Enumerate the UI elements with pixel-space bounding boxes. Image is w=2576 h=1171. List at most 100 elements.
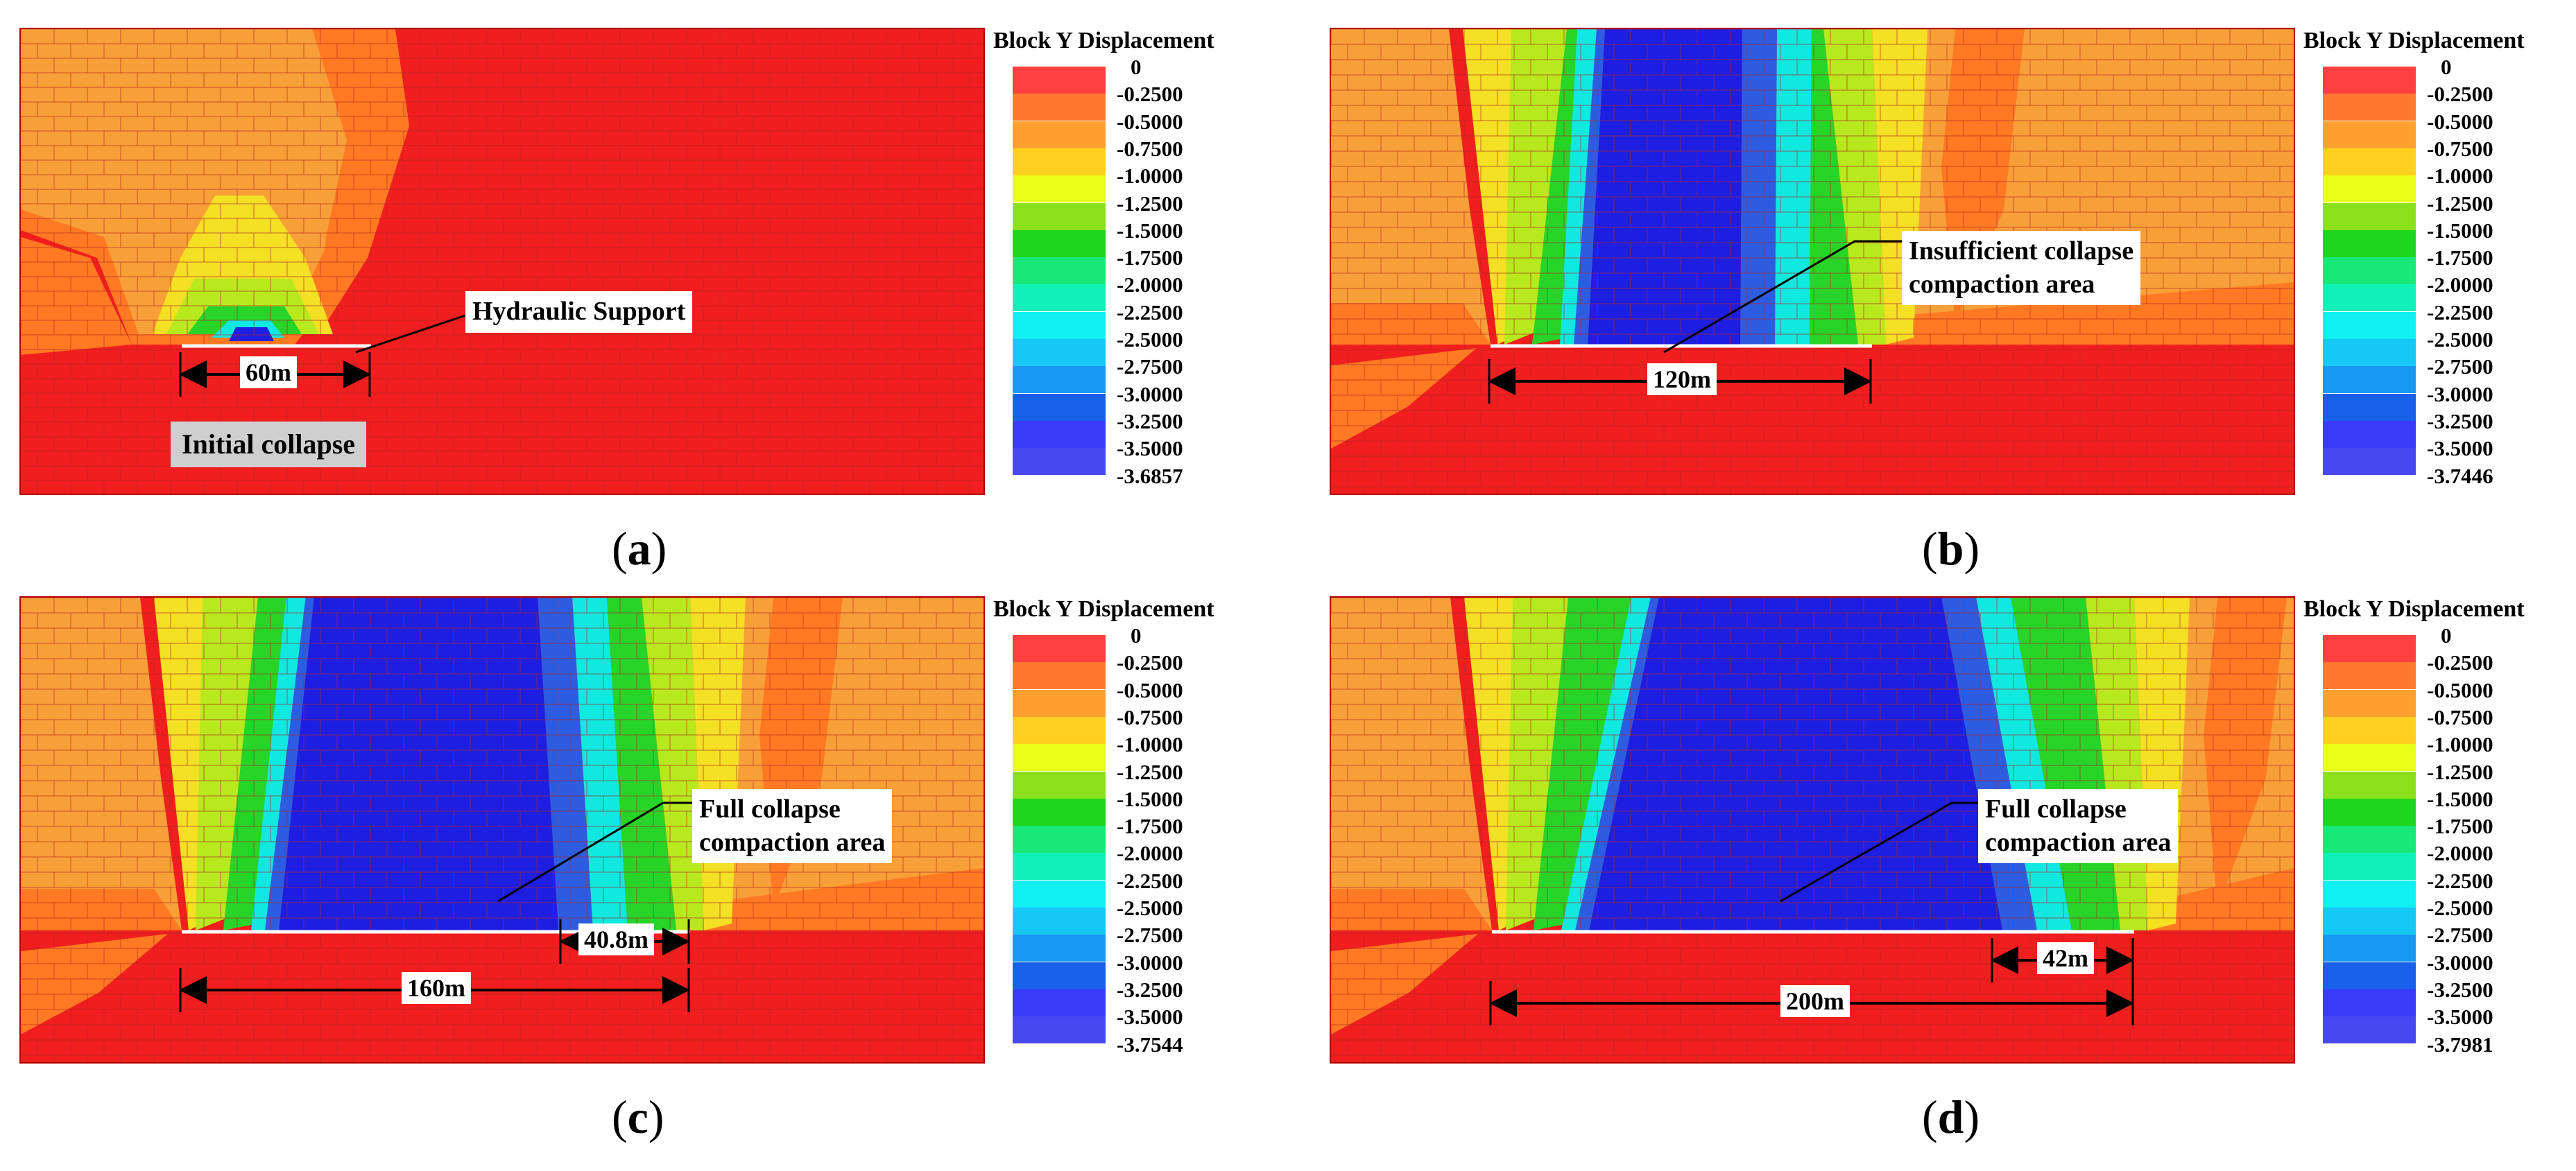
block-grid — [21, 29, 984, 494]
blue-zone — [1588, 29, 1742, 345]
legend-label: -0.2500 — [1117, 82, 1183, 107]
legend-swatch — [1013, 908, 1106, 935]
legend-swatch — [2323, 202, 2416, 230]
legend-swatch — [2323, 853, 2416, 881]
panel-a: Hydraulic Support Initial collapse 60m Bloc… — [0, 0, 1266, 575]
legend-swatch — [1013, 257, 1106, 285]
legend-label: -2.2500 — [2427, 868, 2493, 893]
legend-swatch — [2323, 771, 2416, 799]
legend-label: -1.7500 — [2427, 245, 2493, 270]
lime-zone — [196, 598, 258, 930]
legend-swatch — [2323, 826, 2416, 853]
legend-swatch — [1013, 798, 1106, 826]
legend-label: -1.2500 — [2427, 191, 2493, 216]
legend-label: -1.0000 — [2427, 164, 2493, 189]
legend-label: -0.2500 — [2427, 82, 2493, 107]
legend-label: -1.2500 — [1117, 759, 1183, 784]
legend-swatch — [1013, 94, 1106, 121]
legend-label: -2.0000 — [2427, 841, 2493, 866]
legend-label: 0 — [2441, 623, 2452, 648]
legend-swatch — [1013, 635, 1106, 662]
legend-label: -2.7500 — [2427, 923, 2493, 948]
legend-label: -2.2500 — [1117, 868, 1183, 893]
legend-label: -3.0000 — [1117, 950, 1183, 975]
partial-span-label: 42m — [2037, 942, 2094, 974]
orange-zone — [21, 598, 182, 951]
legend-label: -2.7500 — [1117, 923, 1183, 948]
legend-swatch — [1013, 366, 1106, 394]
panel-d: Full collapse compaction area 200m 42m Bloc… — [1310, 569, 2576, 1143]
legend-swatch — [2323, 1016, 2416, 1044]
stable-zone — [21, 930, 984, 1062]
legend-label: -3.0000 — [2427, 381, 2493, 406]
legend-label: -2.7500 — [1117, 354, 1183, 379]
legend-label: -0.7500 — [1117, 704, 1183, 729]
legend-swatch — [2323, 716, 2416, 744]
steel-zone — [1575, 598, 1659, 930]
legend-swatch — [1013, 962, 1106, 989]
legend-label: -3.6857 — [1117, 463, 1183, 488]
legend-label: -1.2500 — [1117, 191, 1183, 216]
panel-caption: (b) — [1922, 522, 1980, 575]
legend-swatch — [2323, 962, 2416, 989]
legend-label: -1.7500 — [1117, 245, 1183, 270]
legend-swatch — [1013, 175, 1106, 203]
blue-zone — [279, 598, 558, 930]
legend-title: Block Y Displacement — [993, 596, 1214, 622]
legend-label: -3.2500 — [1117, 408, 1183, 433]
legend-swatch — [2323, 67, 2416, 94]
legend-swatch — [1013, 853, 1106, 881]
legend-swatch — [1013, 880, 1106, 908]
legend-label: -0.5000 — [2427, 677, 2493, 702]
legend-swatch — [2323, 420, 2416, 448]
legend-swatch — [2323, 94, 2416, 121]
legend-swatch — [1013, 716, 1106, 744]
legend-label: -0.2500 — [2427, 650, 2493, 675]
legend-label: -2.7500 — [2427, 354, 2493, 379]
goaf-span-label: 60m — [240, 356, 297, 388]
legend-swatch — [2323, 366, 2416, 394]
legend-label: -2.0000 — [1117, 272, 1183, 297]
legend-label: -1.0000 — [2427, 732, 2493, 757]
legend-label: -1.5000 — [1117, 786, 1183, 811]
legend-swatch — [2323, 689, 2416, 717]
blue-zone — [1589, 598, 2002, 930]
legend-label: -3.5000 — [1117, 1005, 1183, 1030]
green-zone — [1534, 598, 1631, 930]
legend-label: -3.0000 — [1117, 381, 1183, 406]
legend-swatch — [1013, 771, 1106, 799]
legend-label: -3.2500 — [2427, 977, 2493, 1002]
panel-caption: (a) — [612, 522, 667, 575]
legend-label: -2.0000 — [2427, 272, 2493, 297]
legend-label: -0.5000 — [1117, 677, 1183, 702]
legend-label: -3.2500 — [2427, 408, 2493, 433]
legend-swatch — [2323, 393, 2416, 421]
lime-zone — [1504, 29, 1567, 345]
legend-swatch — [2323, 744, 2416, 772]
legend-label: -2.0000 — [1117, 841, 1183, 866]
legend-label: -3.5000 — [2427, 1005, 2493, 1030]
legend-swatch — [1013, 339, 1106, 366]
orange-zone — [312, 29, 409, 334]
panel-b: Insufficient collapse compaction area 120… — [1310, 0, 2576, 575]
legend-label: -3.5000 — [1117, 436, 1183, 461]
panel-caption: (c) — [612, 1091, 664, 1143]
steel-zone — [1574, 29, 1605, 345]
legend-label: -1.5000 — [1117, 218, 1183, 243]
legend-swatch — [2323, 908, 2416, 935]
legend-label: -1.7500 — [2427, 814, 2493, 839]
legend-label: -3.0000 — [2427, 950, 2493, 975]
legend-swatch — [2323, 635, 2416, 662]
legend-swatch — [1013, 935, 1106, 962]
legend-title: Block Y Displacement — [2303, 596, 2525, 622]
goaf-span-label: 120m — [1647, 363, 1717, 395]
legend-swatch — [2323, 148, 2416, 175]
legend-swatch — [1013, 284, 1106, 312]
legend-swatch — [2323, 935, 2416, 962]
legend-label: -3.7981 — [2427, 1032, 2493, 1057]
legend-label: 0 — [1131, 55, 1142, 79]
legend-title: Block Y Displacement — [993, 28, 1214, 53]
goaf-span-label: 200m — [1780, 985, 1850, 1017]
legend-label: -1.5000 — [2427, 218, 2493, 243]
legend-label: -1.2500 — [2427, 759, 2493, 784]
